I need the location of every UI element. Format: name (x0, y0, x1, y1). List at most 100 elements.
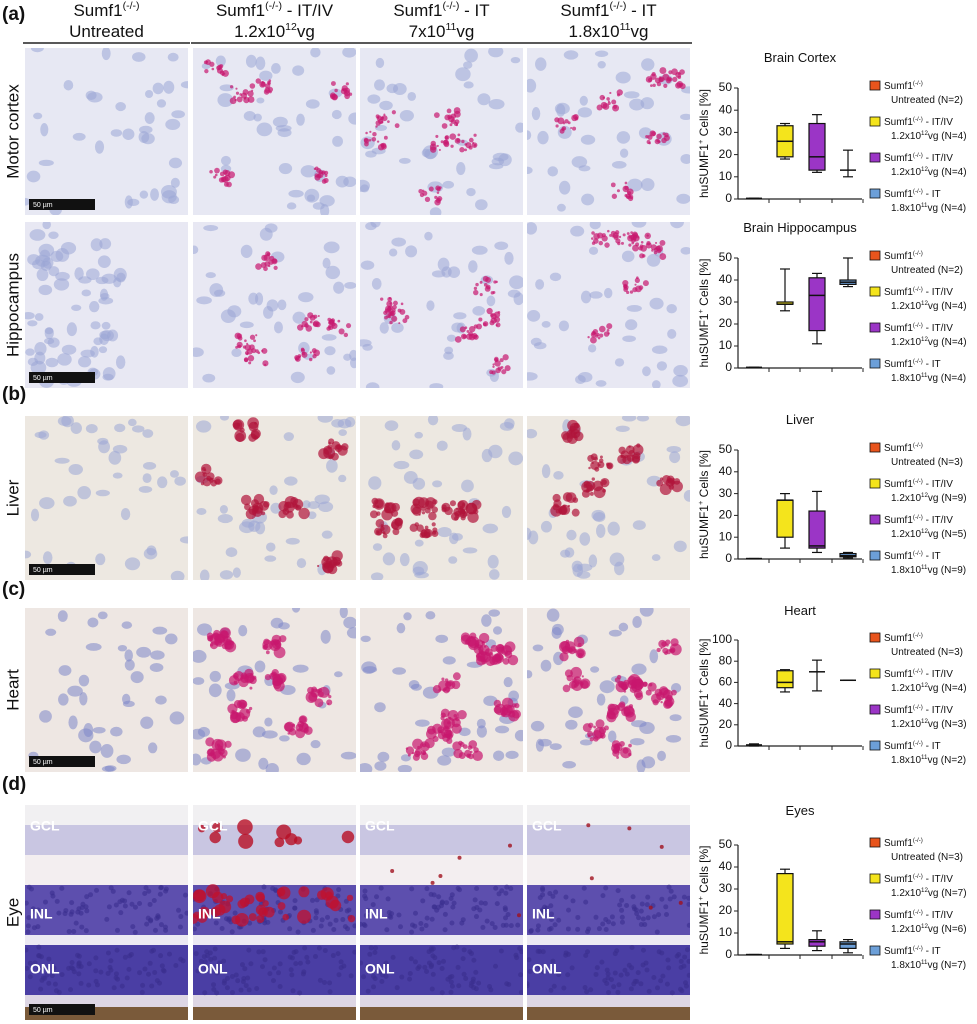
stain-dot (263, 89, 270, 95)
nucleus (142, 473, 152, 484)
nucleus (180, 81, 188, 89)
text-part: 11 (445, 21, 456, 33)
stain-dot (237, 344, 242, 349)
text-part: 12 (921, 923, 928, 930)
text-part: 1.2x10 (891, 888, 921, 899)
nucleus (179, 536, 188, 544)
stain-dot (455, 123, 458, 127)
nucleus (74, 267, 84, 280)
nucleus (310, 897, 316, 903)
nucleus (318, 501, 334, 513)
nucleus (588, 987, 594, 993)
nucleus (463, 81, 474, 89)
stain-dot (206, 475, 212, 481)
nucleus (527, 166, 533, 175)
text-part: vg (N=5) (928, 529, 967, 540)
nucleus (71, 929, 77, 935)
nucleus (193, 728, 206, 740)
y-tick-label: 100 (712, 632, 732, 646)
stain-dot (446, 680, 449, 684)
legend-swatch (869, 740, 881, 751)
legend-swatch (869, 909, 881, 920)
stain-dot (479, 293, 483, 297)
legend-name: Sumf1(-/-) - IT (884, 945, 941, 957)
stain-dot (508, 710, 516, 718)
nucleus (492, 924, 498, 930)
stain-dot (678, 900, 683, 905)
stain-dot (630, 231, 633, 234)
stain-dot (220, 630, 228, 638)
nucleus (202, 373, 216, 383)
retina-layer-label: GCL (365, 818, 395, 834)
nucleus (391, 237, 407, 247)
nucleus (448, 979, 454, 985)
nucleus (68, 987, 74, 993)
nucleus (631, 663, 647, 675)
stain-dot (300, 347, 305, 352)
stain-dot (335, 560, 343, 567)
nucleus (248, 292, 259, 305)
box (808, 510, 826, 549)
retina-layer (527, 1007, 690, 1020)
text-part: 12 (921, 130, 928, 137)
nucleus (33, 112, 43, 120)
stain-dot (400, 302, 404, 306)
nucleus (622, 335, 636, 342)
text-part: vg (N=4) (928, 301, 967, 312)
nucleus (409, 886, 415, 892)
stain-dot (206, 60, 209, 63)
nucleus (95, 489, 110, 497)
nucleus (193, 926, 197, 932)
nucleus (152, 626, 168, 635)
nucleus (638, 981, 644, 987)
nucleus (405, 245, 418, 258)
stain-dot (477, 650, 489, 662)
stain-dot (436, 191, 440, 194)
nucleus (46, 980, 52, 986)
nucleus (484, 918, 490, 924)
nucleus (79, 692, 88, 706)
nucleus (367, 94, 381, 104)
nucleus (173, 963, 179, 969)
retina-layer-label: GCL (532, 818, 562, 834)
nucleus (360, 635, 371, 643)
nucleus (156, 99, 167, 108)
nucleus (541, 321, 551, 328)
nucleus (599, 959, 605, 965)
nucleus (503, 677, 513, 688)
nucleus (68, 464, 83, 475)
nucleus (40, 123, 49, 137)
nucleus (338, 474, 347, 483)
stain-dot (606, 329, 610, 332)
nucleus (365, 907, 371, 913)
nucleus (193, 649, 207, 663)
nucleus (493, 750, 505, 761)
nucleus (615, 71, 631, 84)
nucleus (616, 982, 622, 988)
nucleus (278, 622, 290, 630)
stain-dot (440, 708, 450, 718)
nucleus (528, 928, 534, 934)
stain-dot (514, 703, 520, 709)
stain-dot (656, 133, 662, 140)
nucleus (471, 245, 488, 255)
nucleus (414, 539, 424, 547)
nucleus (196, 296, 212, 305)
retina-layer-label: INL (532, 906, 555, 922)
nucleus (632, 978, 638, 984)
nucleus (501, 505, 512, 519)
nucleus (92, 726, 106, 734)
nucleus (579, 739, 593, 746)
stain-dot (472, 141, 475, 144)
nucleus (195, 968, 201, 974)
nucleus (632, 616, 642, 628)
stain-dot (473, 289, 479, 296)
nucleus (116, 754, 131, 765)
stain-dot (279, 635, 287, 643)
legend-name: Sumf1(-/-) (884, 442, 923, 454)
nucleus (383, 960, 389, 966)
stain-dot (313, 167, 317, 171)
nucleus (261, 884, 267, 890)
nucleus (585, 929, 591, 935)
text-part: 11 (921, 372, 928, 379)
